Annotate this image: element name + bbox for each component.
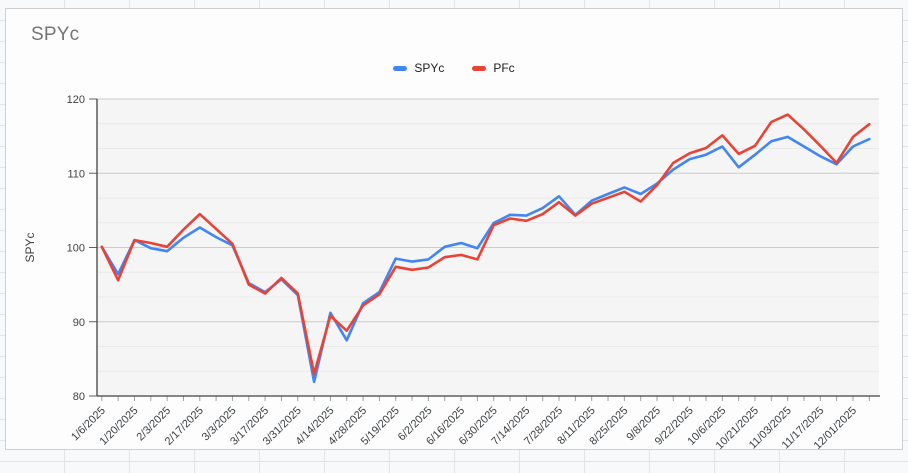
series-line-pfc: [100, 113, 871, 376]
x-axis-labels: 1/6/20251/20/20252/3/20252/17/20253/3/20…: [69, 405, 859, 452]
chart-legend: SPYc PFc: [6, 61, 902, 75]
svg-text:100: 100: [67, 243, 85, 255]
chart-canvas: 80 90 100 110 120 1/6/2025 1/20/2025 2/3/2025 2/…: [6, 9, 904, 452]
legend-label-pfc: PFc: [493, 61, 515, 75]
chart-card[interactable]: 80 90 100 110 120 1/6/2025 1/20/2025 2/3/2025 2/…: [5, 8, 904, 452]
chart-title: SPYc: [31, 24, 80, 45]
legend-swatch-pfc: [472, 65, 487, 71]
line-chart: 80 90 100 110 120 1/6/20251/20/20252/3/20252/…: [23, 94, 880, 452]
series-line-spyc: [100, 135, 871, 384]
legend-swatch-spyc: [393, 65, 408, 71]
legend-label-spyc: SPYc: [414, 61, 445, 75]
svg-text:90: 90: [73, 317, 85, 329]
legend-item-spyc[interactable]: SPYc: [393, 61, 444, 75]
svg-text:110: 110: [67, 168, 85, 180]
y-axis-labels: 80 90 100 110 120: [67, 94, 85, 403]
x-axis-ticks: [101, 396, 870, 401]
y-axis-title: SPYc: [23, 232, 37, 262]
y-axis-ticks: [89, 98, 97, 397]
svg-text:120: 120: [67, 94, 85, 106]
axes: [96, 99, 880, 397]
legend-item-pfc[interactable]: PFc: [472, 61, 515, 75]
svg-text:80: 80: [73, 391, 85, 403]
